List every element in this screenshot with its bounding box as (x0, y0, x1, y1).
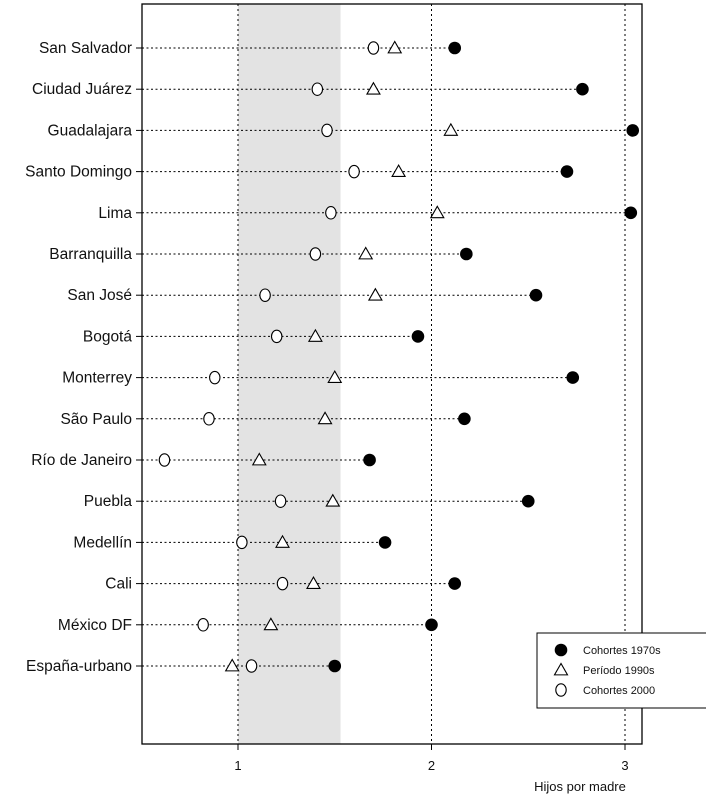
marker-periodo-1990s (275, 534, 290, 548)
marker-periodo-1990s (443, 122, 459, 136)
marker-cohortes-2000 (325, 206, 337, 220)
marker-periodo-1990s (307, 328, 323, 342)
category-label: España-urbano (26, 658, 132, 675)
marker-cohortes-1970s (411, 330, 425, 343)
legend-label: Período 1990s (583, 665, 655, 677)
tick-label-1: 1 (234, 758, 241, 773)
marker-cohortes-1970s (624, 206, 638, 220)
marker-cohortes-2000 (276, 576, 289, 591)
marker-cohortes-2000 (274, 494, 287, 508)
marker-cohortes-1970s (378, 536, 392, 549)
marker-periodo-1990s (387, 40, 403, 54)
legend-label: Cohortes 2000 (583, 685, 655, 697)
marker-cohortes-2000 (309, 247, 322, 261)
marker-cohortes-1970s (529, 288, 543, 302)
marker-periodo-1990s (325, 493, 341, 507)
marker-cohortes-2000 (270, 329, 283, 344)
marker-periodo-1990s (366, 81, 381, 95)
category-labels: San Salvador Ciudad Juárez Guadalajara Sant… (25, 40, 132, 675)
legend-marker-periodo-1990s (553, 662, 569, 676)
marker-cohortes-2000 (348, 164, 360, 179)
plot-frame (141, 3, 643, 745)
marker-cohortes-2000 (203, 412, 215, 426)
category-label: Guadalajara (48, 122, 133, 139)
category-label: Monterrey (62, 370, 132, 387)
marker-cohortes-1970s (460, 247, 473, 261)
category-label: Río de Janeiro (31, 452, 132, 469)
tick-label-3: 3 (621, 758, 628, 773)
marker-periodo-1990s (358, 246, 374, 260)
category-label: Ciudad Juárez (32, 81, 132, 98)
marker-cohortes-2000 (259, 288, 271, 302)
marker-periodo-1990s (251, 452, 267, 466)
category-label: Lima (98, 205, 132, 222)
category-label: Santo Domingo (25, 164, 132, 181)
marker-cohortes-1970s (448, 577, 462, 590)
marker-cohortes-1970s (328, 659, 342, 673)
marker-periodo-1990s (317, 411, 333, 425)
category-label: Puebla (84, 493, 133, 510)
marker-periodo-1990s (306, 575, 321, 590)
marker-cohortes-2000 (158, 453, 171, 467)
category-label: San Salvador (39, 40, 132, 57)
marker-cohortes-1970s (448, 41, 462, 55)
marker-cohortes-1970s (458, 412, 471, 426)
marker-periodo-1990s (367, 287, 383, 301)
marker-cohortes-1970s (626, 124, 640, 137)
marker-cohortes-1970s (576, 82, 589, 96)
marker-cohortes-2000 (197, 618, 209, 632)
category-label: México DF (58, 617, 132, 634)
category-label: San José (67, 287, 132, 304)
marker-cohortes-2000 (209, 370, 221, 385)
x-axis-ticks: 1 2 3 (234, 744, 629, 773)
marker-cohortes-2000 (321, 123, 333, 138)
category-label: Cali (105, 576, 132, 593)
marker-cohortes-2000 (236, 535, 248, 550)
marker-periodo-1990s (263, 617, 279, 631)
x-axis-label: Hijos por madre (534, 779, 626, 794)
category-label: São Paulo (60, 411, 132, 428)
category-label: Barranquilla (49, 246, 132, 263)
legend: Cohortes 1970s Período 1990s Cohortes 2000 (536, 632, 706, 709)
marker-cohortes-2000 (245, 659, 258, 673)
marker-periodo-1990s (429, 205, 445, 219)
data-markers (158, 40, 640, 673)
tick-label-2: 2 (428, 758, 435, 773)
marker-periodo-1990s (224, 658, 240, 672)
category-label: Bogotá (83, 328, 133, 345)
marker-cohortes-2000 (367, 41, 380, 55)
marker-periodo-1990s (327, 369, 343, 384)
category-label: Medellín (73, 534, 132, 551)
shaded-band-layer (238, 4, 341, 744)
marker-periodo-1990s (391, 163, 407, 178)
legend-label: Cohortes 1970s (583, 645, 661, 657)
marker-cohortes-1970s (363, 453, 376, 467)
marker-cohortes-1970s (566, 371, 580, 384)
shaded-band (238, 4, 341, 744)
marker-cohortes-1970s (560, 165, 574, 178)
legend-items: Cohortes 1970s Período 1990s Cohortes 2000 (553, 643, 661, 697)
marker-cohortes-1970s (425, 618, 438, 632)
leader-lines (136, 47, 633, 667)
legend-marker-cohortes-2000 (555, 683, 567, 697)
marker-cohortes-2000 (311, 82, 324, 96)
marker-cohortes-1970s (521, 494, 535, 508)
legend-marker-cohortes-1970s (554, 643, 568, 657)
